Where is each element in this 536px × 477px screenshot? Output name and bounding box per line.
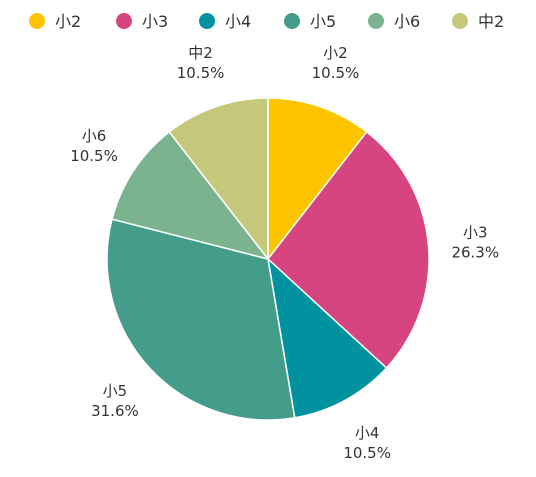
pie-slice[interactable] [266,130,430,370]
pie-slices [106,97,430,421]
slice-label: 小3 26.3% [451,224,499,262]
legend-item[interactable]: 小4 [199,12,251,31]
slice-category: 小3 [463,224,488,242]
pie-slice[interactable] [266,256,388,419]
legend-label: 小2 [55,12,81,31]
legend-marker [199,13,215,29]
slice-category: 小5 [103,382,128,400]
pie-slice[interactable] [267,97,368,262]
legend-item[interactable]: 小3 [116,12,168,31]
data-labels: 小2 10.5% 小3 26.3% 小4 10.5% 小5 31.6% 小6 10.5% 中2 10.… [70,44,499,462]
slice-category: 小6 [82,127,107,145]
legend-marker [29,13,45,29]
slice-percentage: 10.5% [343,444,391,462]
legend-item[interactable]: 小6 [368,12,420,31]
legend-label: 小6 [394,12,420,31]
slice-label: 小6 10.5% [70,127,118,165]
slice-label: 小4 10.5% [343,424,391,462]
legend-marker [368,13,384,29]
legend: 小2 小3 小4 小5 小6 中2 [29,12,504,31]
slice-category: 中2 [188,44,213,62]
pie-slice[interactable] [111,130,270,261]
slice-percentage: 10.5% [70,147,118,165]
legend-marker [116,13,132,29]
slice-percentage: 31.6% [91,402,139,420]
legend-label: 小4 [225,12,251,31]
slice-category: 小2 [323,44,348,62]
pie-slice[interactable] [106,218,296,421]
slice-category: 小4 [355,424,380,442]
slice-percentage: 10.5% [312,64,360,82]
legend-label: 中2 [478,12,504,31]
legend-label: 小5 [310,12,336,31]
pie-slice[interactable] [168,97,269,262]
legend-item[interactable]: 小2 [29,12,81,31]
legend-item[interactable]: 小5 [284,12,336,31]
legend-label: 小3 [142,12,168,31]
slice-percentage: 10.5% [177,64,225,82]
legend-item[interactable]: 中2 [452,12,504,31]
slice-label: 小5 31.6% [91,382,139,420]
legend-marker [284,13,300,29]
slice-label: 小2 10.5% [312,44,360,82]
slice-label: 中2 10.5% [177,44,225,82]
slice-percentage: 26.3% [451,244,499,262]
legend-marker [452,13,468,29]
